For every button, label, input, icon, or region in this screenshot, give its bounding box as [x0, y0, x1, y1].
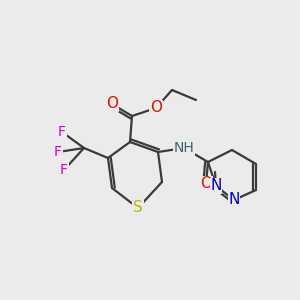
- Text: O: O: [200, 176, 212, 191]
- Text: N: N: [228, 193, 240, 208]
- Text: O: O: [150, 100, 162, 116]
- Text: F: F: [58, 125, 66, 139]
- Text: NH: NH: [174, 141, 194, 155]
- Text: F: F: [60, 163, 68, 177]
- Text: S: S: [133, 200, 143, 215]
- Text: N: N: [210, 178, 222, 194]
- Text: F: F: [54, 145, 62, 159]
- Text: O: O: [106, 97, 118, 112]
